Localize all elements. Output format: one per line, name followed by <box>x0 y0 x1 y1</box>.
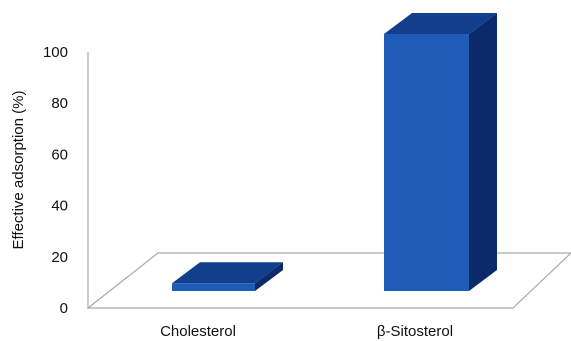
bar-front <box>172 283 255 291</box>
x-category-label: β-Sitosterol <box>377 323 453 340</box>
bar-side <box>469 13 497 291</box>
y-axis-title: Effective adsorption (%) <box>10 91 27 250</box>
category-labels: Cholesterol β-Sitosterol <box>160 323 453 340</box>
bar-side <box>255 262 283 291</box>
floor-plane <box>86 252 571 309</box>
y-tick-label: 0 <box>60 300 68 317</box>
bar-top <box>384 13 497 34</box>
y-tick-label: 20 <box>51 249 68 266</box>
y-tick-label: 60 <box>51 146 68 163</box>
bar--sitosterol <box>384 13 497 291</box>
bar-cholesterol <box>172 262 283 291</box>
y-tick-label: 100 <box>43 44 68 61</box>
x-category-label: Cholesterol <box>160 323 236 340</box>
bar-top <box>172 262 283 284</box>
y-ticks: 0 20 40 60 80 100 <box>43 44 68 317</box>
bar-front <box>384 34 469 291</box>
y-tick-label: 40 <box>51 198 68 215</box>
bars <box>172 13 497 291</box>
y-tick-label: 80 <box>51 95 68 112</box>
